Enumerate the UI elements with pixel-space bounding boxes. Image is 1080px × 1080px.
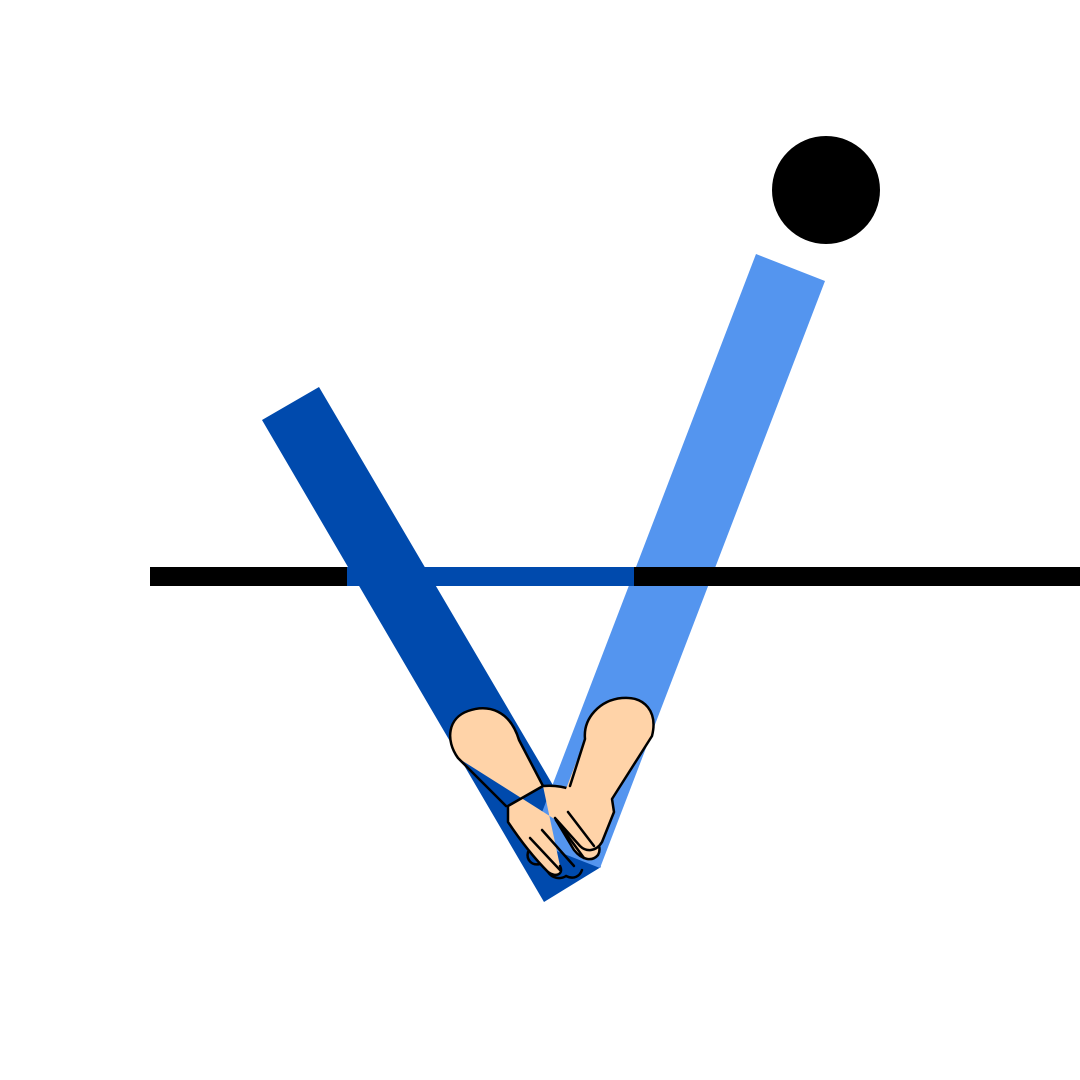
horizon-line-over-right-arm [634, 567, 824, 586]
horizon-line-center [347, 567, 635, 586]
horizon-line-left [150, 567, 350, 586]
head-dot [772, 136, 880, 244]
clasped-hands [448, 696, 655, 880]
right-hand [553, 696, 655, 852]
finger-lines [526, 810, 596, 880]
